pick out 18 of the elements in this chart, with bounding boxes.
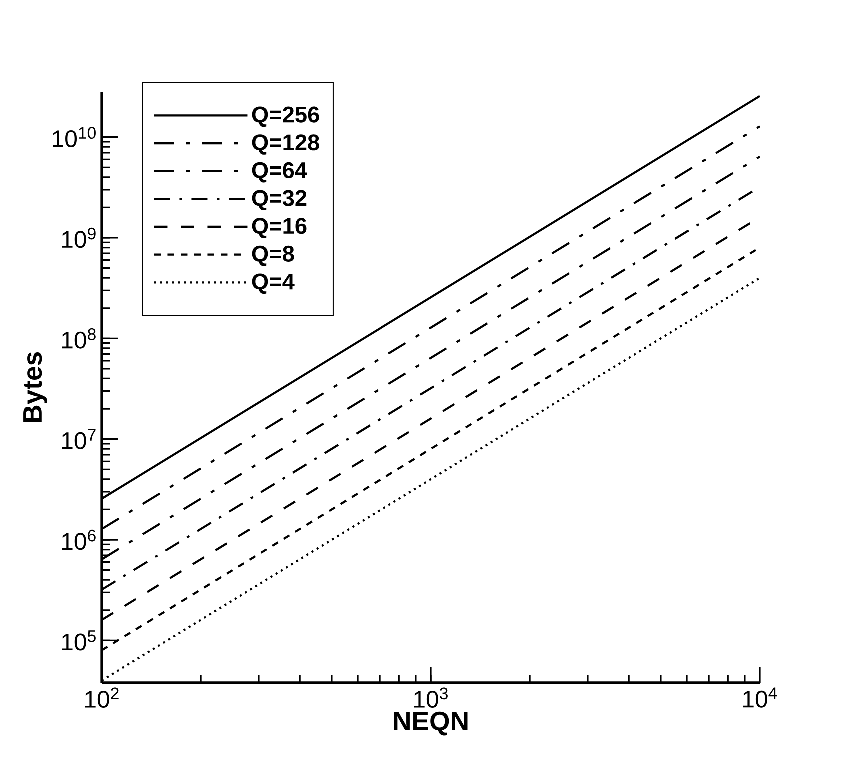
legend-label: Q=4 [252, 274, 295, 294]
x-axis-title: NEQN [394, 712, 468, 736]
legend-label: Q=64 [252, 162, 308, 183]
y-tick-label: 10$^{7}$ [62, 429, 96, 450]
legend-label: Q=32 [252, 190, 307, 211]
y-tick-label: 10$^{8}$ [62, 328, 96, 349]
legend-label: Q=128 [252, 134, 320, 155]
y-axis-title: Bytes [24, 352, 48, 422]
y-tick-label: 10$^{6}$ [62, 530, 96, 550]
y-tick-label: 10$^{10}$ [53, 127, 96, 148]
y-tick-label: 10$^{9}$ [62, 228, 96, 248]
legend-label: Q=16 [252, 218, 307, 238]
x-tick-label: 10$^{3}$ [414, 688, 448, 708]
y-tick-label: 10$^{5}$ [62, 630, 96, 651]
legend-label: Q=8 [252, 246, 294, 266]
x-tick-label: 10$^{4}$ [743, 688, 778, 708]
x-tick-label: 10$^{2}$ [85, 688, 119, 708]
legend-label: Q=256 [252, 106, 320, 128]
